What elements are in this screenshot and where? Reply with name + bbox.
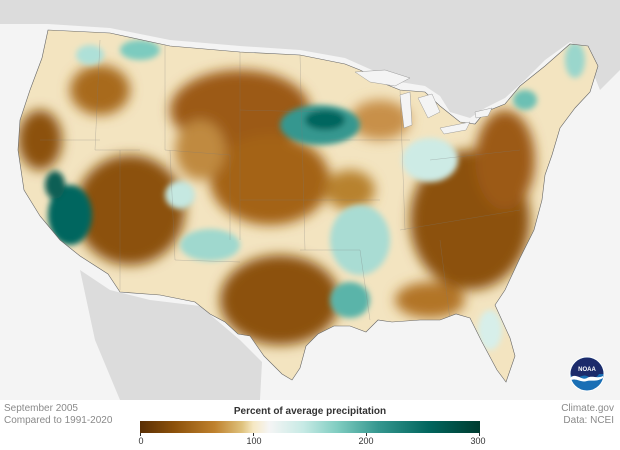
caption-date: September 2005 <box>4 403 78 414</box>
legend-color-bar <box>140 421 480 433</box>
legend-tick <box>479 433 480 436</box>
credits: Climate.gov Data: NCEI <box>561 403 614 427</box>
great-lakes <box>354 69 493 135</box>
legend-tick <box>253 433 254 436</box>
noaa-logo-icon: NOAA <box>569 356 605 392</box>
legend-tick-label: 200 <box>358 436 374 446</box>
caption-baseline: Compared to 1991-2020 <box>4 415 113 426</box>
legend-tick-label: 0 <box>138 436 144 446</box>
credit-site: Climate.gov <box>561 403 614 414</box>
wet-anomaly-areas <box>45 40 585 350</box>
precipitation-map <box>0 0 620 400</box>
legend-tick-label: 300 <box>470 436 486 446</box>
legend-tick-label: 100 <box>246 436 262 446</box>
dry-anomaly-areas <box>18 65 535 345</box>
noaa-logo-text: NOAA <box>578 367 596 373</box>
legend-tick <box>366 433 367 436</box>
state-boundaries <box>40 39 521 321</box>
legend-title: Percent of average precipitation <box>233 406 387 417</box>
credit-source: Data: NCEI <box>563 415 614 426</box>
caption: September 2005 Compared to 1991-2020 <box>4 403 112 427</box>
legend-tick <box>140 433 141 436</box>
